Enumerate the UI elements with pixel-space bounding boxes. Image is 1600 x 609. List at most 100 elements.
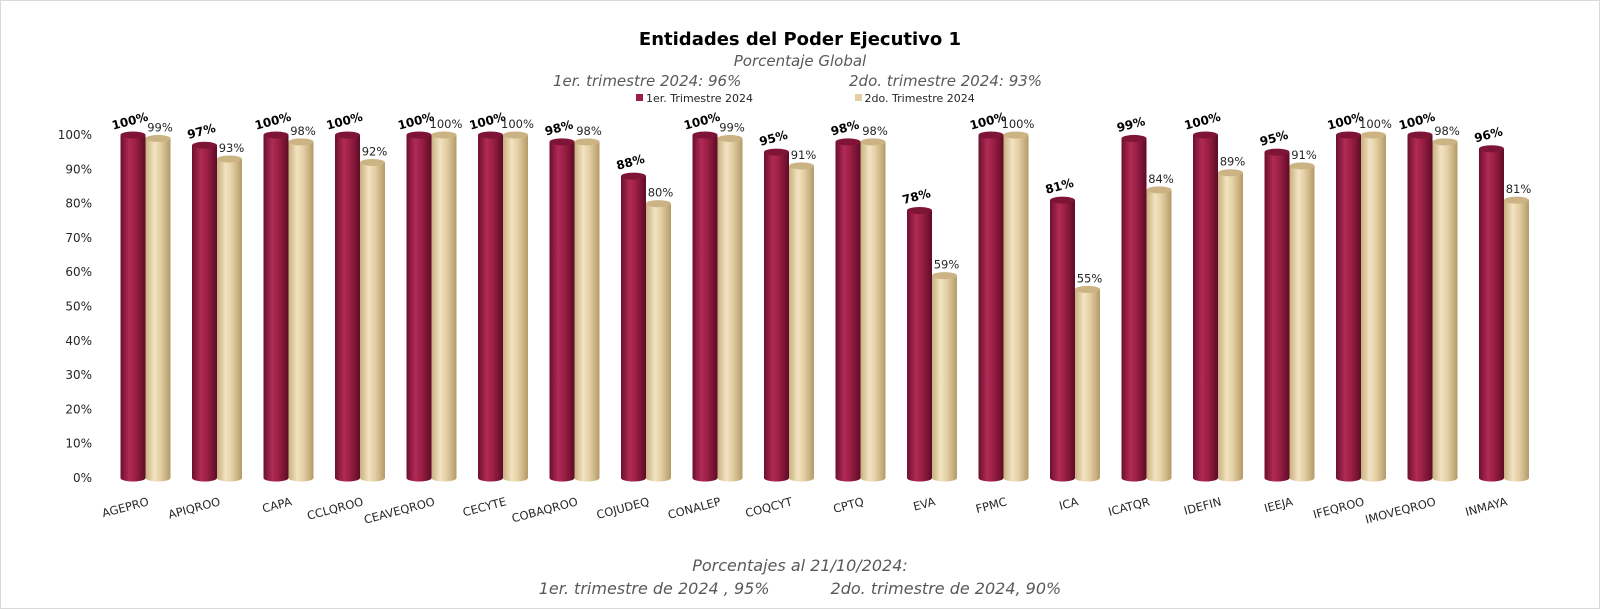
data-label-series2: 55% [1077,271,1103,285]
y-tick-label: 10% [65,437,92,451]
bar-series2 [431,131,457,482]
x-tick-label: CPTQ [832,494,866,516]
x-tick-label: CEAVEQROO [362,494,436,526]
bar-series1 [1336,131,1361,482]
data-label-series1: 100% [1397,110,1436,133]
bar-series1 [978,131,1004,482]
x-tick-label: IMOVEQROO [1364,494,1438,526]
data-label-series1: 78% [901,186,932,207]
legend-swatch-series2 [854,94,862,101]
data-label-series1: 99% [1115,114,1146,135]
bar-series2 [932,272,957,482]
bar-series1 [120,131,146,482]
bar-series2 [1218,169,1243,482]
x-tick-label: IDEFIN [1182,494,1222,517]
data-label-series1: 100% [253,110,292,133]
data-label-series2: 100% [1359,117,1392,131]
x-tick-label: INMAYA [1464,494,1509,519]
x-tick-label: EVA [912,494,937,513]
bar-series2 [574,138,600,482]
data-label-series2: 91% [791,148,817,162]
bar-series1 [907,206,932,482]
bar-series1 [1264,148,1290,482]
bar-series1 [1193,131,1218,482]
data-label-series2: 80% [648,186,674,200]
bar-series2 [646,200,671,482]
bar-series1 [1050,196,1075,482]
data-label-series2: 84% [1148,172,1174,186]
y-tick-label: 20% [65,402,92,416]
y-tick-label: 100% [58,128,92,142]
y-tick-label: 90% [65,162,92,176]
bar-series1 [692,131,718,482]
legend-label-series2: 2do. Trimestre 2024 [864,92,975,105]
y-tick-label: 80% [65,197,92,211]
data-label-series1: 100% [110,110,149,133]
data-label-series1: 98% [829,118,860,139]
data-label-series1: 100% [682,110,721,133]
x-tick-label: APIQROO [167,494,222,521]
bar-series1 [1479,145,1504,482]
data-label-series2: 100% [1002,117,1035,131]
data-label-series2: 98% [576,124,602,138]
data-label-series1: 95% [758,128,789,149]
data-label-series2: 100% [501,117,534,131]
bar-series2 [789,162,814,482]
bar-series2 [145,134,171,482]
x-tick-label: AGEPRO [100,494,150,520]
bar-series1 [263,131,289,482]
data-label-series1: 97% [186,121,217,142]
y-tick-label: 30% [65,368,92,382]
bar-series1 [406,131,432,482]
y-tick-label: 0% [73,471,92,485]
y-tick-label: 70% [65,231,92,245]
y-tick-label: 60% [65,265,92,279]
data-label-series2: 92% [362,144,388,158]
data-label-series2: 99% [147,120,173,134]
data-label-series1: 100% [1183,110,1222,133]
data-label-series1: 88% [615,152,646,173]
legend-swatch-series1 [636,94,643,101]
bar-series2 [217,155,242,482]
bar-series2 [1289,162,1315,482]
x-tick-label: FPMC [974,494,1008,516]
data-label-series2: 81% [1506,182,1532,196]
x-tick-label: CAPA [261,494,294,515]
footer-line-1: Porcentajes al 21/10/2024: [692,556,908,575]
x-tick-label: CECYTE [461,494,508,519]
data-label-series2: 99% [719,120,745,134]
bar-series2 [1361,131,1386,482]
data-label-series2: 59% [934,258,960,272]
bar-series1 [1407,131,1433,482]
legend-item-series2: 2do. Trimestre 2024 [854,92,975,105]
data-label-series2: 98% [290,124,316,138]
data-label-series2: 98% [1434,124,1460,138]
y-tick-label: 50% [65,300,92,314]
bar-series1 [549,138,575,482]
x-tick-label: CCLQROO [305,494,364,522]
x-tick-label: COBAQROO [510,494,579,525]
bar-series2 [360,158,385,482]
data-label-series2: 100% [430,117,463,131]
bar-series1 [1121,134,1147,482]
chart-legend: 1er. Trimestre 2024 2do. Trimestre 2024 [636,92,1073,105]
bar-series2 [1003,131,1029,482]
x-tick-label: IFEQROO [1312,494,1366,521]
bar-series2 [1146,186,1172,482]
data-label-series1: 98% [543,118,574,139]
bar-series2 [1504,196,1529,482]
chart-subtitle: Porcentaje Global [733,52,867,70]
legend-item-series1: 1er. Trimestre 2024 [636,92,753,105]
chart-title: Entidades del Poder Ejecutivo 1 [638,29,962,50]
x-tick-label: CONALEP [666,494,722,522]
bar-series2 [1432,138,1458,482]
data-label-series2: 91% [1291,148,1317,162]
bar-series2 [1075,285,1100,482]
bar-series2 [860,138,886,482]
bar-series2 [288,138,314,482]
bar-series2 [717,134,743,482]
bar-series1 [621,172,646,482]
bar-series1 [335,131,360,482]
q2-summary: 2do. trimestre 2024: 93% [849,72,1043,90]
